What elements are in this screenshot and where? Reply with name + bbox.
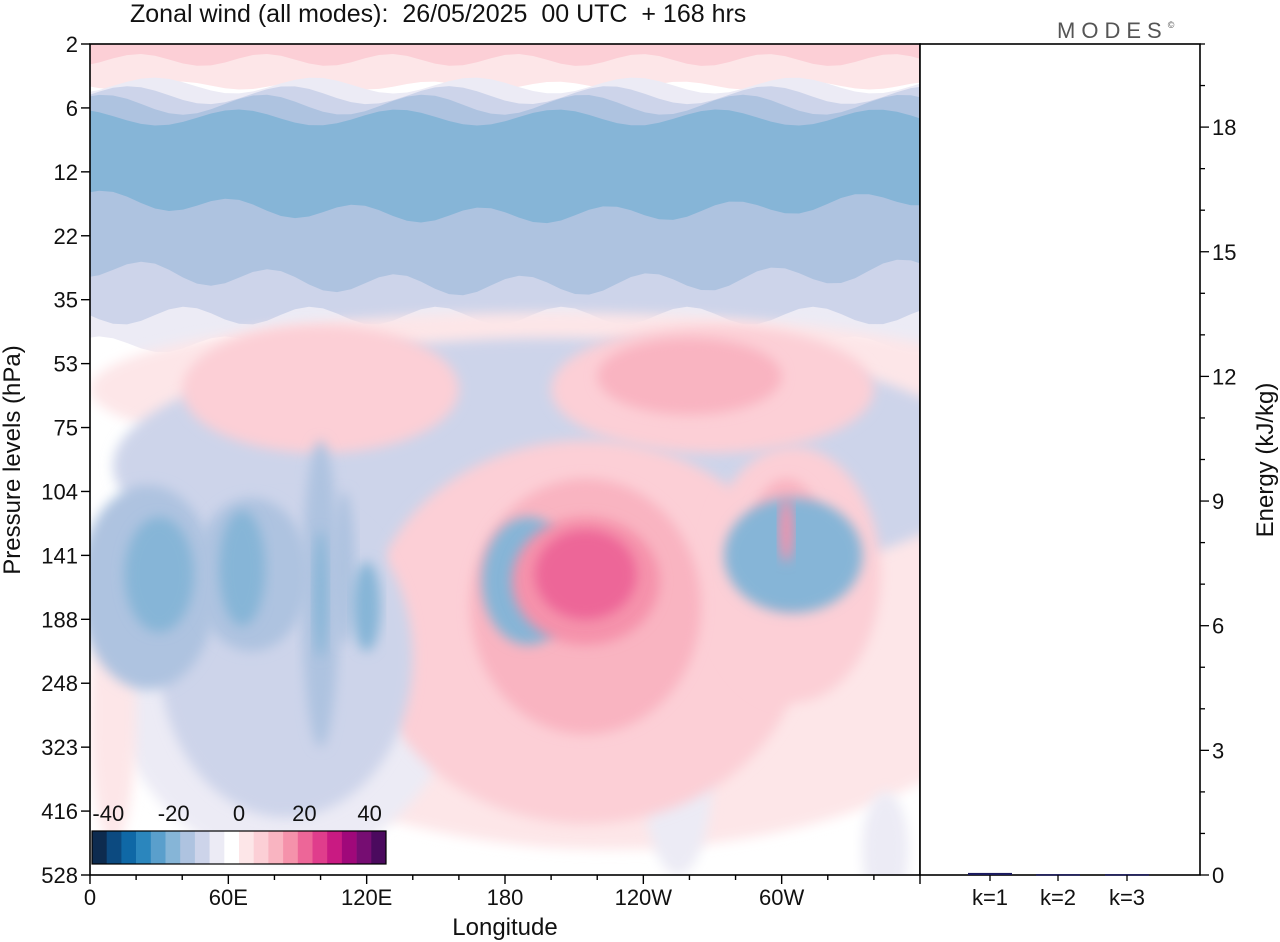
y-tick-label: 528 [41,863,78,888]
copyright-mark: © [1167,20,1175,30]
heatmap-region [352,561,381,652]
y-tick-label: 53 [54,352,78,377]
energy-bar [1036,874,1080,876]
energy-bars [968,872,1149,876]
heatmap-regions [90,312,920,875]
x-tick-label: 60W [759,885,804,910]
y-tick-label: 416 [41,799,78,824]
colorbar-swatch [165,831,181,864]
heatmap-region [779,497,794,562]
energy-tick-label: 0 [1212,863,1224,888]
energy-tick-label: 3 [1212,738,1224,763]
y-tick-label: 35 [54,288,78,313]
colorbar-swatch [371,831,387,864]
heatmap-region [219,510,266,626]
colorbar-swatch [224,831,240,864]
y-tick-label: 6 [66,96,78,121]
colorbar-tick-label: -20 [158,801,190,826]
energy-category-label: k=2 [1040,885,1076,910]
colorbar-swatch [341,831,357,864]
x-tick-label: 0 [84,885,96,910]
colorbar-swatch [239,831,254,864]
energy-category-label: k=3 [1109,885,1145,910]
heatmap-region [597,338,782,415]
x-tick-label: 120E [341,885,392,910]
colorbar-swatch [150,831,166,864]
heatmap-region [534,529,637,620]
colorbar-tick-label: 40 [357,801,381,826]
colorbar-swatch [209,831,225,864]
colorbar-swatch [312,831,328,864]
x-axis-label: Longitude [452,914,557,941]
heatmap-bands [90,44,920,353]
heatmap-band [90,109,920,224]
energy-bar [1105,874,1149,876]
heatmap-region [724,497,863,613]
energy-category-label: k=1 [972,885,1008,910]
colorbar-swatch [327,831,343,864]
energy-tick-label: 18 [1212,115,1236,140]
colorbar-tick-label: 20 [292,801,316,826]
energy-bar [968,872,1012,875]
colorbar-tick-label: 0 [233,801,245,826]
figure-title: Zonal wind (all modes): 26/05/2025 00 UT… [130,0,747,28]
colorbar-swatch [253,831,269,864]
y-tick-label: 75 [54,416,78,441]
colorbar-swatch [283,831,299,864]
colorbar: -40 -20 0 20 40 [91,801,387,865]
heatmap-region [862,791,909,875]
x-tick-label: 120W [615,885,673,910]
colorbar-swatch [106,831,122,864]
y-tick-label: 248 [41,671,78,696]
energy-tick-label: 15 [1212,240,1236,265]
colorbar-swatch [268,831,284,864]
colorbar-swatch [194,831,210,864]
y-tick-label: 12 [54,160,78,185]
energy-axis-label: Energy (kJ/kg) [1252,383,1279,538]
heatmap-region [313,529,328,658]
heatmap-region [332,491,356,645]
brand-text: MODES [1057,18,1168,43]
y-axis-label: Pressure levels (hPa) [0,345,26,574]
heatmap-plot-area [89,43,921,876]
colorbar-tick-label: -40 [92,801,124,826]
energy-x-labels: k=1 k=2 k=3 [972,875,1145,910]
heatmap-region [182,325,459,454]
heatmap-region [124,517,194,633]
energy-tick-label: 6 [1212,614,1224,639]
y-tick-label: 188 [41,607,78,632]
heatmap-band [90,44,920,66]
y-tick-label: 104 [41,479,78,504]
energy-panel: 0 3 6 9 12 15 18 k=1 k=2 k=3 [919,43,1236,910]
colorbar-swatch [121,831,137,864]
colorbar-frame [91,830,387,865]
x-axis: 0 60E 120E 180 120W 60W [84,875,921,910]
y-tick-label: 323 [41,735,78,760]
modes-logo: MODES© [1057,18,1174,44]
colorbar-swatch [92,831,107,864]
energy-tick-label: 12 [1212,364,1236,389]
y-tick-label: 22 [54,224,78,249]
y-axis: 2 6 12 22 35 53 75 104 141 188 248 323 416 528 [41,32,90,888]
colorbar-swatch [356,831,372,864]
x-tick-label: 60E [209,885,248,910]
energy-tick-label: 9 [1212,489,1224,514]
energy-plot-frame [919,43,1201,876]
y-tick-label: 2 [66,32,78,57]
energy-y-axis: 0 3 6 9 12 15 18 [1200,43,1236,888]
colorbar-swatch [136,831,152,864]
x-tick-label: 180 [487,885,524,910]
y-tick-label: 141 [41,543,78,568]
colorbar-swatch [297,831,313,864]
colorbar-swatch [180,831,196,864]
